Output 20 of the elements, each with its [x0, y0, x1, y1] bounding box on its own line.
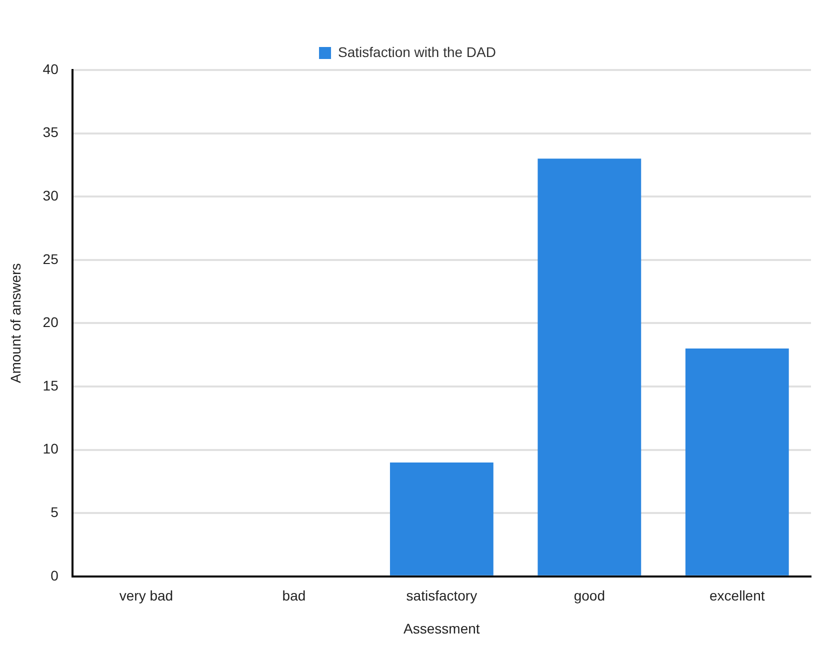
y-tick-label: 5 [50, 504, 59, 520]
x-tick-label: bad [282, 588, 306, 604]
y-tick-label: 30 [42, 187, 59, 204]
y-tick-label: 25 [42, 250, 59, 267]
x-tick-label: good [574, 588, 605, 604]
y-tick-label: 10 [42, 440, 59, 457]
x-tick-label: very bad [119, 588, 174, 604]
y-tick-label: 20 [42, 314, 59, 330]
x-axis-title: Assessment [404, 620, 480, 636]
bar [538, 158, 642, 576]
x-tick-label: satisfactory [406, 588, 478, 604]
y-tick-label: 15 [42, 377, 59, 394]
bar [390, 462, 494, 576]
bar [685, 348, 789, 576]
y-axis-title: Amount of answers [7, 263, 24, 384]
y-tick-label: 0 [50, 567, 59, 584]
x-tick-label: excellent [710, 588, 765, 604]
y-tick-label: 40 [42, 60, 59, 77]
y-tick-label: 35 [42, 124, 59, 140]
legend-label: Satisfaction with the DAD [338, 44, 496, 60]
